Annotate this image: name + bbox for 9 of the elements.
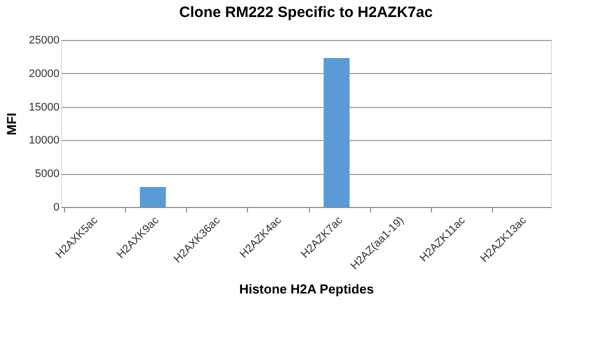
- y-tick-label: 10000: [28, 134, 60, 147]
- y-tick-label: 20000: [28, 68, 60, 80]
- y-axis-title: MFI: [4, 112, 19, 136]
- chart-title: Clone RM222 Specific to H2AZK7ac: [179, 4, 433, 21]
- y-tick-label: 25000: [28, 34, 60, 46]
- y-tick-label: 15000: [28, 101, 60, 114]
- x-axis-title: Histone H2A Peptides: [239, 282, 374, 297]
- y-tick-label: 0: [53, 202, 60, 214]
- y-tick-label: 5000: [35, 168, 60, 180]
